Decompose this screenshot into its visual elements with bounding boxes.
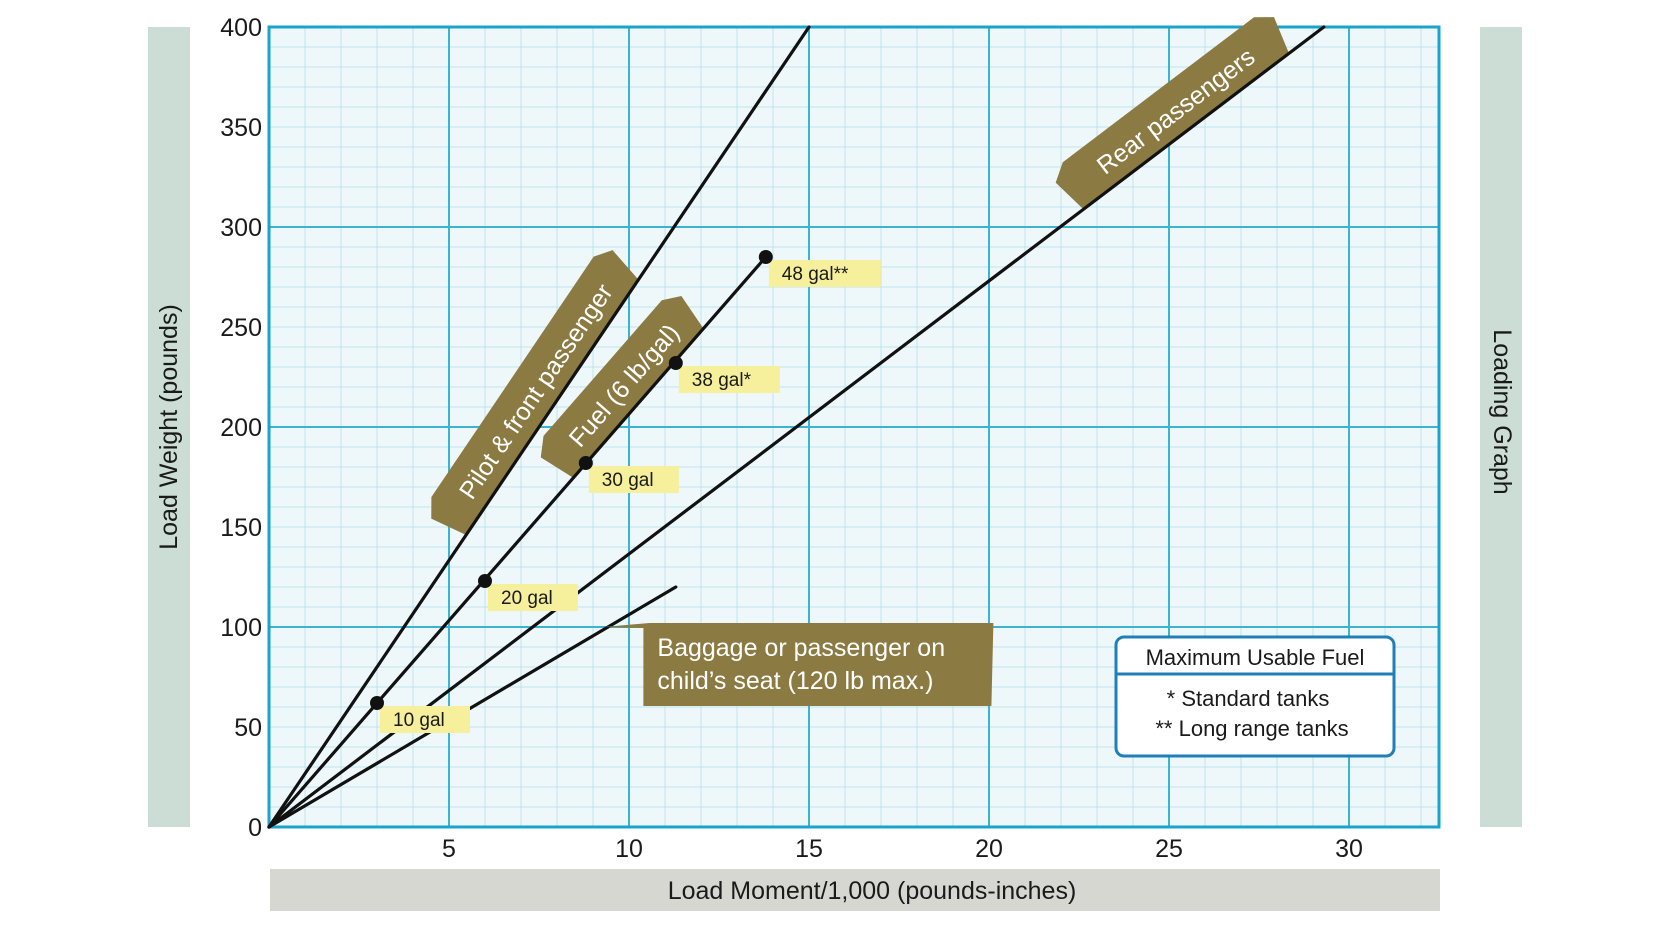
chart-title: Loading Graph (1488, 329, 1516, 494)
y-tick-label: 400 (220, 14, 262, 42)
x-tick-label: 20 (975, 835, 1003, 863)
fuel-label-bg-3 (678, 366, 780, 393)
y-tick-label: 100 (220, 614, 262, 642)
series-line-2 (267, 25, 1326, 829)
bottom-band (270, 869, 1440, 911)
right-side-band (1480, 27, 1522, 827)
fuel-point-1 (478, 574, 492, 588)
fuel-legend-title: Maximum Usable Fuel (1146, 645, 1365, 670)
fuel-label-bg-1 (488, 584, 578, 611)
pilot-front-passenger-banner-ribbon (431, 250, 639, 535)
rear-passengers-banner-ribbon (1055, 17, 1289, 210)
fuel-point-0 (370, 696, 384, 710)
fuel-point-4 (758, 250, 773, 264)
fuel-label-0: 10 gal (393, 710, 445, 731)
x-axis-label: Load Moment/1,000 (pounds-inches) (668, 877, 1077, 905)
x-tick-label: 5 (442, 835, 456, 863)
y-tick-label: 150 (220, 514, 262, 542)
y-tick-label: 0 (248, 814, 262, 842)
tick-labels: 0 50 100 150 200 250 300 350 400 5 10 15 20 25 30 (220, 14, 1363, 863)
fuel-label-4: 48 gal** (782, 264, 849, 285)
y-tick-label: 300 (220, 214, 262, 242)
fuel-legend-box: Maximum Usable Fuel * Standard tanks ** … (1114, 635, 1396, 758)
fuel-point-2 (578, 456, 593, 470)
fuel-label-2: 30 gal (602, 470, 654, 491)
left-side-band (148, 27, 190, 827)
baggage-label-line-1: Baggage or passenger on (657, 634, 945, 662)
fuel-points: 10 gal 20 gal 30 gal 38 gal* 48 gal** (370, 250, 881, 733)
x-tick-label: 25 (1155, 835, 1183, 863)
series-line-1 (267, 255, 768, 829)
x-tick-label: 30 (1335, 835, 1363, 863)
y-axis-label: Load Weight (pounds) (155, 304, 183, 550)
baggage-label-box (603, 623, 994, 706)
y-tick-label: 50 (234, 714, 262, 742)
fuel-legend-line-2: ** Long range tanks (1155, 716, 1348, 741)
x-tick-label: 10 (615, 835, 643, 863)
fuel-point-3 (668, 356, 683, 370)
fuel-legend-line-1: * Standard tanks (1167, 686, 1330, 711)
baggage-label: Baggage or passenger on child’s seat (120… (603, 623, 994, 706)
y-tick-label: 200 (220, 414, 262, 442)
plot-frame (267, 25, 1441, 829)
fuel-label-3: 38 gal* (692, 370, 752, 391)
series-line-0 (267, 25, 811, 829)
fuel-label-bg-2 (588, 466, 679, 493)
fuel-label-bg-0 (380, 706, 470, 733)
baggage-label-line-2: child’s seat (120 lb max.) (657, 667, 933, 695)
fuel-banner-ribbon (540, 296, 704, 478)
fuel-label-bg-4 (768, 260, 881, 287)
x-tick-label: 15 (795, 835, 823, 863)
y-tick-label: 250 (220, 314, 262, 342)
fuel-label-1: 20 gal (501, 588, 553, 609)
y-tick-label: 350 (220, 114, 262, 142)
fuel-legend-frame (1114, 635, 1396, 758)
